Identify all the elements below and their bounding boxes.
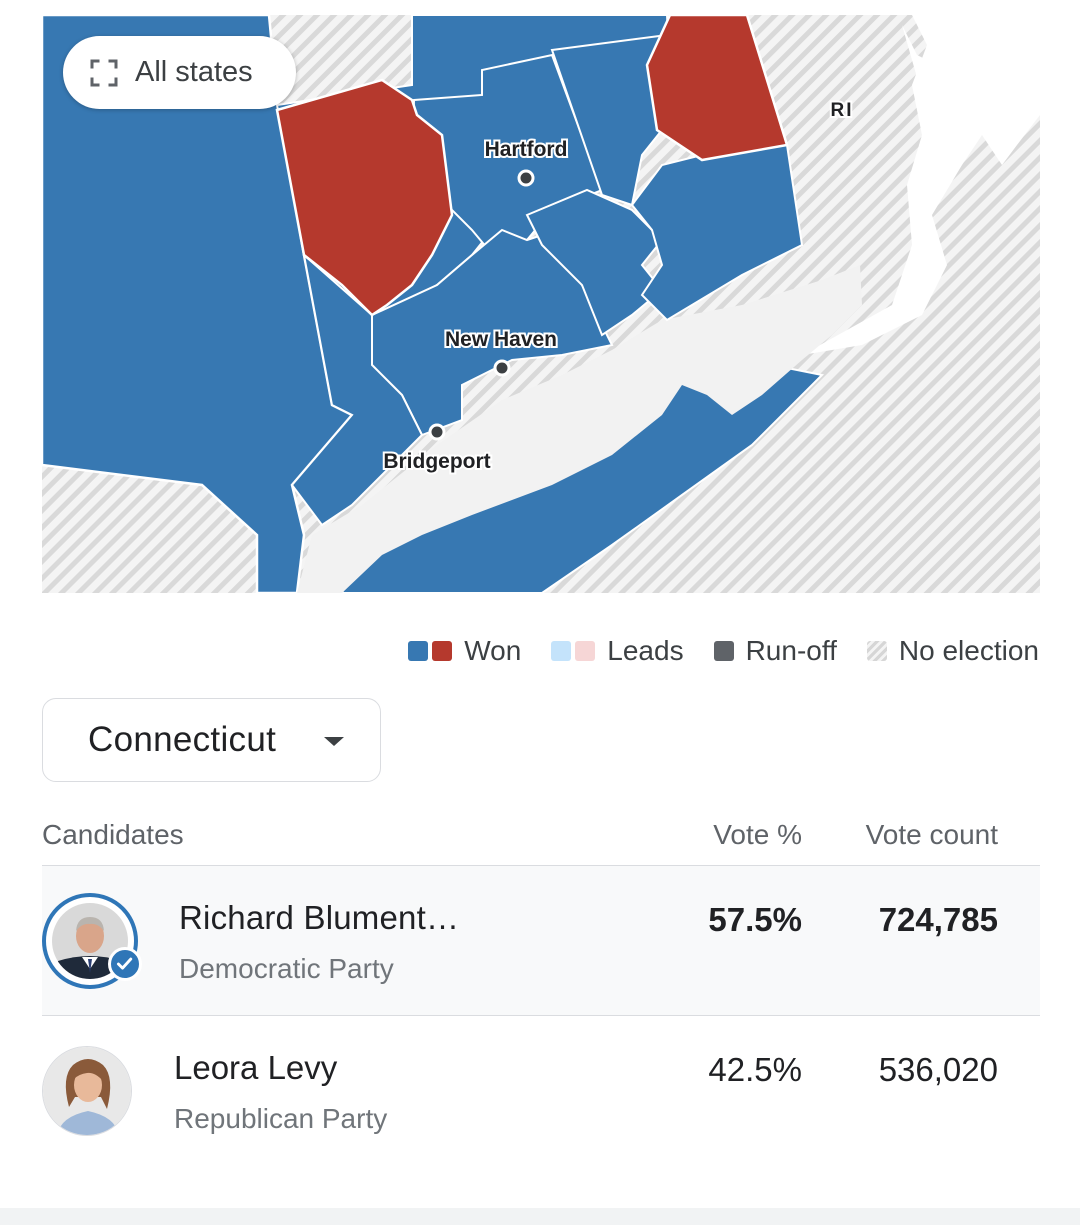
county-windham xyxy=(645,15,789,162)
legend-no-election-label: No election xyxy=(898,635,1039,666)
city-label-hartford: Hartford xyxy=(485,138,568,161)
state-label-ri: RI xyxy=(831,100,854,121)
candidate-name: Richard Blument… xyxy=(179,899,460,936)
legend-leads-label: Leads xyxy=(607,635,684,666)
county-new-london xyxy=(630,143,804,322)
county-litchfield-west xyxy=(275,78,454,317)
legend-runoff: Run-off xyxy=(713,635,837,667)
state-dropdown[interactable]: Connecticut xyxy=(42,698,381,782)
legend-runoff-label: Run-off xyxy=(745,635,837,666)
legend-swatch-rep-won xyxy=(432,641,453,661)
candidate-name: Leora Levy xyxy=(174,1049,338,1086)
legend-won-label: Won xyxy=(464,635,522,666)
city-marker-new-haven[interactable] xyxy=(493,359,511,377)
city-label-bridgeport: Bridgeport xyxy=(383,450,490,473)
city-marker-hartford[interactable] xyxy=(517,169,535,187)
candidate-vote-pct: 57.5% xyxy=(708,901,802,938)
legend-leads: Leads xyxy=(551,635,684,667)
ri-river xyxy=(902,25,972,110)
fullscreen-icon xyxy=(90,59,118,86)
candidate-vote-pct: 42.5% xyxy=(708,1051,802,1088)
header-vote-pct: Vote % xyxy=(713,819,802,850)
candidate-party: Republican Party xyxy=(174,1103,388,1134)
results-map[interactable]: Hartford New Haven Bridgeport RI xyxy=(42,15,1040,593)
city-label-new-haven: New Haven xyxy=(445,328,557,351)
city-marker-bridgeport[interactable] xyxy=(428,423,446,441)
legend-swatch-dem-won xyxy=(408,641,429,661)
legend-won: Won xyxy=(408,635,521,667)
dropdown-arrow-icon xyxy=(324,737,344,746)
legend-swatch-dem-leads xyxy=(551,641,572,661)
long-island-sound xyxy=(297,265,862,593)
county-fairfield xyxy=(290,252,424,527)
ri-water xyxy=(802,15,1040,355)
candidate-row[interactable]: Leora Levy Republican Party 42.5% 536,02… xyxy=(42,1016,1040,1166)
results-table-header: Candidates Vote % Vote count xyxy=(42,808,1040,866)
results-table: Candidates Vote % Vote count Richard Blu… xyxy=(42,808,1040,1166)
header-candidates: Candidates xyxy=(42,819,184,850)
candidate-vote-count: 724,785 xyxy=(878,901,998,938)
candidate-vote-count: 536,020 xyxy=(878,1051,998,1088)
header-vote-count: Vote count xyxy=(865,819,998,850)
legend-swatch-no-election xyxy=(866,641,887,661)
bottom-divider xyxy=(0,1208,1080,1225)
map-legend: Won Leads Run-off No election xyxy=(408,632,1039,670)
all-states-label: All states xyxy=(135,56,253,88)
candidate-avatar xyxy=(42,1046,132,1136)
legend-swatch-runoff xyxy=(713,641,734,661)
legend-no-election: No election xyxy=(866,635,1039,667)
all-states-button[interactable]: All states xyxy=(63,36,296,109)
state-dropdown-value: Connecticut xyxy=(88,720,277,759)
winner-check-icon xyxy=(108,947,142,981)
candidate-party: Democratic Party xyxy=(179,953,394,984)
candidate-row-winner[interactable]: Richard Blument… Democratic Party 57.5% … xyxy=(42,866,1040,1016)
legend-swatch-rep-leads xyxy=(575,641,596,661)
